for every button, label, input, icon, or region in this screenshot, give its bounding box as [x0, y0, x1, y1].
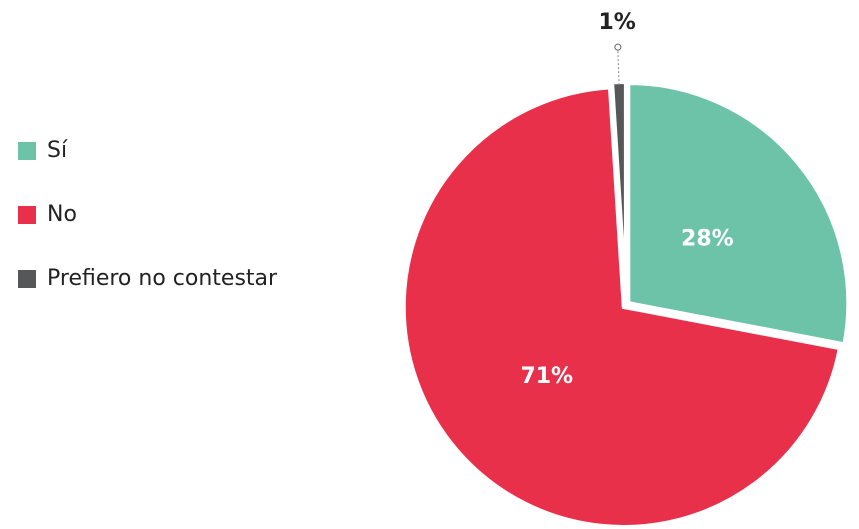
data-label: 1%	[598, 10, 635, 35]
legend-label: No	[47, 202, 77, 227]
pie-slice	[609, 80, 628, 303]
data-label: 71%	[520, 364, 573, 389]
legend-swatch	[18, 206, 36, 224]
data-label: 28%	[681, 227, 734, 252]
legend-swatch	[18, 142, 36, 160]
leader-dot	[614, 43, 622, 51]
pie-slice	[626, 81, 851, 347]
leader-line	[617, 50, 620, 86]
legend-label: Sí	[47, 138, 68, 163]
legend-label: Prefiero no contestar	[47, 266, 278, 291]
legend-swatch	[18, 270, 36, 288]
pie-slice	[401, 85, 843, 529]
